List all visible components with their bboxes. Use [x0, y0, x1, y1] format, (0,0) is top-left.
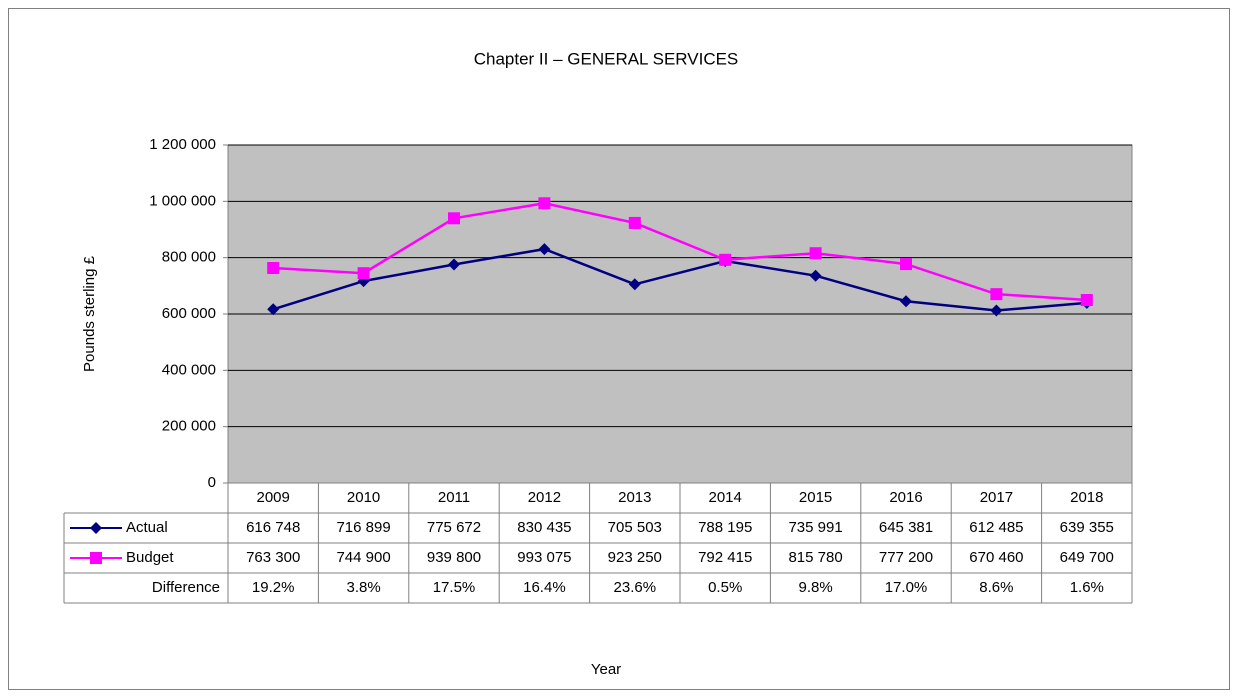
y-tick-label: 1 200 000 [149, 136, 216, 153]
y-axis-label: Pounds sterling £ [81, 255, 98, 372]
x-tick-label: 2012 [528, 489, 561, 506]
y-tick-label: 600 000 [162, 305, 216, 322]
data-point [628, 216, 641, 229]
table-value: 923 250 [608, 549, 662, 566]
data-point [809, 269, 822, 282]
data-point [357, 267, 370, 280]
y-tick-label: 800 000 [162, 249, 216, 266]
table-value: 639 355 [1060, 519, 1114, 536]
table-value: 1.6% [1070, 579, 1104, 596]
y-tick-label: 400 000 [162, 361, 216, 378]
table-value: 716 899 [336, 519, 390, 536]
x-tick-label: 2015 [799, 489, 832, 506]
data-point [719, 253, 732, 266]
table-value: 670 460 [969, 549, 1023, 566]
data-point [809, 247, 822, 260]
x-tick-label: 2010 [347, 489, 380, 506]
table-value: 993 075 [517, 549, 571, 566]
table-value: 645 381 [879, 519, 933, 536]
table-value: 616 748 [246, 519, 300, 536]
table-value: 23.6% [614, 579, 657, 596]
x-tick-label: 2014 [709, 489, 742, 506]
table-value: 612 485 [969, 519, 1023, 536]
data-point [628, 278, 641, 291]
x-axis-label: Year [591, 661, 621, 678]
row-label: Difference [152, 579, 220, 596]
x-tick-label: 2009 [257, 489, 290, 506]
table-value: 744 900 [336, 549, 390, 566]
table-value: 17.5% [433, 579, 476, 596]
table-value: 3.8% [346, 579, 380, 596]
series-line [272, 247, 1087, 312]
data-point [267, 303, 280, 316]
table-value: 777 200 [879, 549, 933, 566]
data-point [448, 212, 460, 225]
data-point [990, 304, 1003, 317]
table-value: 17.0% [885, 579, 928, 596]
table-value: 649 700 [1060, 549, 1114, 566]
table-value: 16.4% [523, 579, 566, 596]
table-value: 0.5% [708, 579, 742, 596]
table-value: 788 195 [698, 519, 752, 536]
legend-label: Actual [126, 519, 168, 536]
data-point [448, 258, 460, 271]
table-value: 735 991 [788, 519, 842, 536]
table-value: 19.2% [252, 579, 295, 596]
table-value: 9.8% [798, 579, 832, 596]
table-value: 830 435 [517, 519, 571, 536]
data-point [990, 288, 1003, 301]
x-tick-label: 2013 [618, 489, 651, 506]
data-point [900, 295, 912, 308]
y-tick-label: 200 000 [162, 418, 216, 435]
legend-marker [90, 552, 102, 564]
table-value: 939 800 [427, 549, 481, 566]
chart-title: Chapter II – GENERAL SERVICES [474, 49, 739, 68]
legend-marker [90, 522, 102, 534]
table-value: 705 503 [608, 519, 662, 536]
legend-label: Budget [126, 549, 174, 566]
x-tick-label: 2016 [889, 489, 922, 506]
data-point [1080, 294, 1093, 307]
data-point [538, 243, 551, 256]
y-tick-label: 1 000 000 [149, 192, 216, 209]
x-tick-label: 2018 [1070, 489, 1103, 506]
x-tick-label: 2017 [980, 489, 1013, 506]
x-tick-label: 2011 [438, 489, 470, 506]
table-value: 815 780 [788, 549, 842, 566]
data-point [267, 262, 280, 275]
table-value: 775 672 [427, 519, 481, 536]
table-value: 8.6% [979, 579, 1013, 596]
table-value: 763 300 [246, 549, 300, 566]
series-line [273, 202, 1087, 302]
y-tick-label: 0 [208, 474, 216, 491]
data-point [538, 197, 551, 210]
data-point [900, 258, 912, 271]
table-value: 792 415 [698, 549, 752, 566]
